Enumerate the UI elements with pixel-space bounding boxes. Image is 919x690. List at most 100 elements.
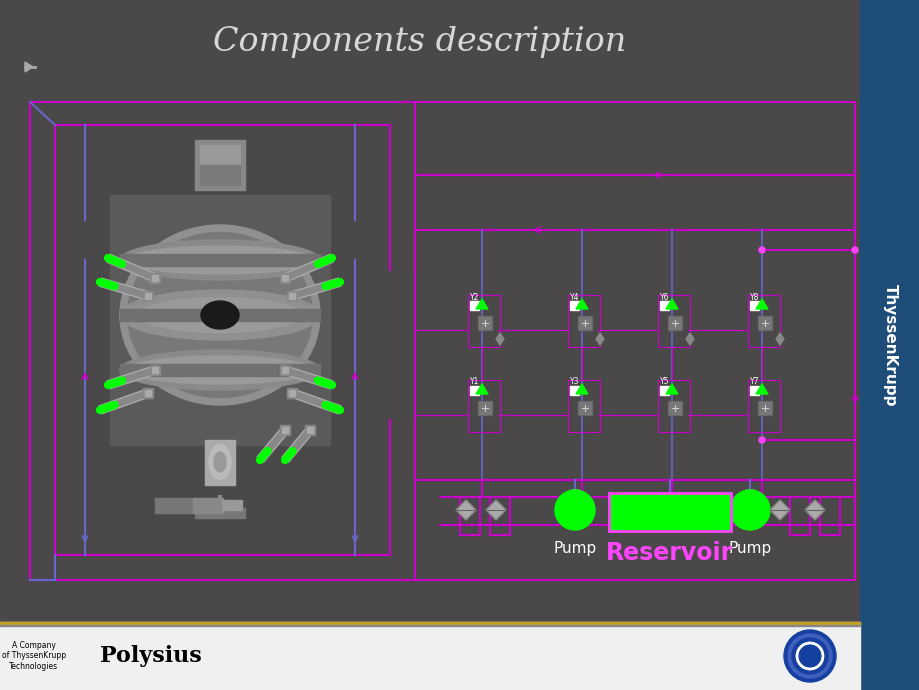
Ellipse shape — [128, 356, 312, 384]
Polygon shape — [575, 299, 587, 309]
Bar — [758, 317, 770, 329]
Bar — [659, 386, 668, 395]
Polygon shape — [495, 333, 504, 345]
Text: Y1: Y1 — [470, 377, 479, 386]
Text: Y3: Y3 — [570, 377, 579, 386]
Bar — [193, 498, 222, 513]
Polygon shape — [456, 500, 475, 520]
Ellipse shape — [128, 246, 312, 274]
Bar — [279, 273, 289, 283]
Bar — [282, 367, 288, 373]
Circle shape — [554, 490, 595, 530]
Bar — [468, 295, 499, 347]
Ellipse shape — [119, 350, 320, 390]
Polygon shape — [665, 384, 677, 394]
Bar — [199, 145, 240, 165]
Ellipse shape — [209, 444, 231, 480]
Polygon shape — [665, 299, 677, 309]
Bar — [667, 316, 681, 330]
Bar — [154, 498, 195, 513]
Polygon shape — [686, 333, 693, 345]
Bar — [205, 440, 234, 485]
Bar — [570, 386, 578, 395]
Bar — [0, 622, 859, 624]
Bar — [0, 622, 859, 690]
Polygon shape — [485, 500, 505, 520]
Bar — [470, 301, 479, 310]
Bar — [119, 364, 320, 376]
Polygon shape — [575, 384, 587, 394]
Bar — [478, 316, 492, 330]
Bar — [470, 386, 479, 395]
Circle shape — [851, 247, 857, 253]
Ellipse shape — [119, 240, 320, 280]
Bar — [307, 427, 312, 433]
Bar — [747, 380, 779, 432]
Text: Components description: Components description — [213, 26, 626, 58]
Bar — [287, 291, 297, 301]
Bar — [757, 316, 771, 330]
Ellipse shape — [128, 233, 312, 397]
Bar — [195, 508, 244, 518]
Bar — [567, 295, 599, 347]
Polygon shape — [755, 299, 767, 309]
Bar — [478, 401, 492, 415]
Bar — [668, 317, 680, 329]
Ellipse shape — [140, 297, 300, 333]
Text: ThyssenKrupp: ThyssenKrupp — [881, 284, 897, 406]
Bar — [110, 195, 330, 445]
Bar — [145, 293, 151, 299]
Text: Y7: Y7 — [749, 377, 759, 386]
Bar — [289, 293, 295, 299]
Bar — [657, 295, 689, 347]
Text: A Company
of ThyssenKrupp
Technologies: A Company of ThyssenKrupp Technologies — [2, 641, 66, 671]
Bar — [578, 402, 590, 414]
Text: Y6: Y6 — [659, 293, 669, 302]
Bar — [119, 309, 320, 321]
Bar — [609, 494, 729, 530]
Bar — [667, 401, 681, 415]
Bar — [152, 367, 158, 373]
Ellipse shape — [119, 290, 320, 340]
Circle shape — [758, 247, 765, 253]
Bar — [305, 425, 314, 435]
Bar — [657, 380, 689, 432]
Bar — [758, 402, 770, 414]
Bar — [578, 317, 590, 329]
Polygon shape — [804, 500, 824, 520]
Text: Pump: Pump — [552, 540, 596, 555]
Bar — [468, 380, 499, 432]
Bar — [0, 624, 859, 626]
Text: Y4: Y4 — [570, 293, 579, 302]
Bar — [859, 0, 919, 690]
Polygon shape — [487, 502, 504, 518]
Bar — [570, 301, 578, 310]
Bar — [282, 275, 288, 281]
Text: Y5: Y5 — [659, 377, 669, 386]
Polygon shape — [25, 62, 33, 72]
Bar — [150, 365, 160, 375]
Bar — [567, 380, 599, 432]
Text: Pump: Pump — [728, 540, 771, 555]
Bar — [279, 425, 289, 435]
Bar — [279, 365, 289, 375]
Bar — [287, 388, 297, 398]
Bar — [145, 390, 151, 396]
Circle shape — [729, 490, 769, 530]
Polygon shape — [775, 333, 783, 345]
Polygon shape — [475, 299, 487, 309]
Bar — [150, 273, 160, 283]
Bar — [142, 291, 153, 301]
Bar — [757, 401, 771, 415]
Text: Polysius: Polysius — [100, 645, 201, 667]
Bar — [749, 386, 758, 395]
Ellipse shape — [119, 225, 320, 405]
Text: Reservoir: Reservoir — [606, 541, 732, 565]
Bar — [749, 301, 758, 310]
Bar — [221, 500, 242, 510]
Bar — [479, 402, 491, 414]
Polygon shape — [769, 500, 789, 520]
Bar — [142, 388, 153, 398]
Ellipse shape — [214, 452, 226, 472]
Bar — [668, 402, 680, 414]
